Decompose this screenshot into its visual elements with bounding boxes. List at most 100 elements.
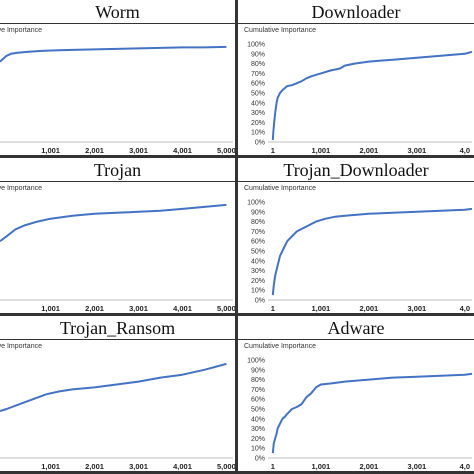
chart-title: Trojan	[0, 158, 235, 182]
line-chart-downloader: Cumulative Importance 0% 10% 20% 30% 40% 50% 60…	[244, 27, 473, 155]
chart-panel-trojan-ransom: Trojan_Ransom Cumulative Importance 1,001…	[0, 316, 235, 471]
x-tick-label: 4,001	[173, 304, 192, 313]
y-tick-label: 30%	[251, 110, 265, 117]
x-tick-label: 4,0	[460, 462, 470, 471]
x-tick-label: 3,001	[407, 146, 426, 155]
x-tick-label: 5,000	[217, 462, 235, 471]
y-tick-label: 70%	[251, 387, 265, 394]
chart-title-text: Trojan	[93, 160, 142, 180]
x-tick-label: 1,001	[311, 304, 330, 313]
y-tick-label: 100%	[247, 200, 265, 207]
y-tick-label: 100%	[247, 358, 265, 365]
plot-area: Cumulative Importance 1,001 2,001 3,001 4,00…	[0, 340, 235, 471]
plot-area: Cumulative Importance 1,001 2,001 3,001 4,00…	[0, 182, 235, 313]
y-tick-label: 90%	[251, 51, 265, 58]
x-tick-label: 1,001	[311, 462, 330, 471]
x-tick-label: 4,001	[173, 462, 192, 471]
x-tick-label: 3,001	[407, 304, 426, 313]
y-axis-label: Cumulative Importance	[0, 27, 42, 34]
x-tick-label: 3,001	[129, 462, 148, 471]
x-tick-label: 1	[271, 462, 275, 471]
y-axis-label: Cumulative Importance	[244, 27, 316, 34]
plot-area: Cumulative Importance 0% 10% 20% 30% 40% 50% 60…	[238, 182, 474, 313]
y-tick-label: 20%	[251, 120, 265, 127]
y-tick-label: 40%	[251, 416, 265, 423]
x-tick-label: 4,0	[460, 146, 470, 155]
chart-panel-adware: Adware Cumulative Importance 0% 10% 20% 30% 4…	[238, 316, 474, 471]
x-tick-label: 1,001	[311, 146, 330, 155]
chart-panel-trojan: Trojan Cumulative Importance 1,001 2,001 3,…	[0, 158, 235, 313]
plot-area: Cumulative Importance 0% 10% 20% 30% 40% 50% 60…	[238, 24, 474, 155]
series-line	[271, 207, 473, 296]
y-tick-label: 0%	[255, 140, 265, 147]
x-tick-label: 2,001	[359, 304, 378, 313]
x-tick-label: 3,001	[407, 462, 426, 471]
x-tick-label: 2,001	[85, 304, 104, 313]
y-tick-label: 10%	[251, 288, 265, 295]
x-tick-label: 5,000	[217, 146, 235, 155]
y-tick-label: 30%	[251, 426, 265, 433]
plot-area: Cumulative Importance 1,001 2,001 3,001 4,00…	[0, 24, 235, 155]
line-chart-trojan: Cumulative Importance 1,001 2,001 3,001 4,00…	[0, 185, 235, 313]
x-tick-label: 1,001	[41, 146, 60, 155]
y-axis-label: Cumulative Importance	[244, 343, 316, 350]
series-line	[0, 203, 227, 243]
series-line	[0, 45, 227, 63]
plot-area: Cumulative Importance 0% 10% 20% 30% 40% 50% 60…	[238, 340, 474, 471]
y-tick-label: 100%	[247, 42, 265, 49]
line-chart-trojan-ransom: Cumulative Importance 1,001 2,001 3,001 4,00…	[0, 343, 235, 471]
chart-title-text: Trojan_Ransom	[59, 318, 176, 338]
y-tick-label: 60%	[251, 239, 265, 246]
line-chart-adware: Cumulative Importance 0% 10% 20% 30% 40% 50% 60…	[244, 343, 473, 471]
chart-title-text: Worm	[95, 2, 140, 22]
x-tick-label: 3,001	[129, 146, 148, 155]
x-tick-label: 4,001	[173, 146, 192, 155]
chart-title: Downloader	[238, 0, 474, 24]
chart-title-text: Adware	[327, 318, 385, 338]
y-tick-label: 90%	[251, 367, 265, 374]
y-tick-label: 50%	[251, 91, 265, 98]
y-tick-label: 40%	[251, 258, 265, 265]
y-tick-label: 50%	[251, 249, 265, 256]
chart-panel-downloader: Downloader Cumulative Importance 0% 10% 20%…	[238, 0, 474, 155]
y-tick-label: 0%	[255, 298, 265, 305]
y-tick-label: 60%	[251, 397, 265, 404]
chart-title-text: Trojan_Downloader	[283, 160, 429, 180]
y-tick-label: 10%	[251, 130, 265, 137]
x-tick-label: 1,001	[41, 304, 60, 313]
chart-panel-worm: Worm Cumulative Importance 1,001 2,001 3,00…	[0, 0, 235, 155]
x-tick-label: 3,001	[129, 304, 148, 313]
y-tick-label: 0%	[255, 456, 265, 463]
y-tick-label: 70%	[251, 71, 265, 78]
chart-title: Worm	[0, 0, 235, 24]
x-tick-label: 5,000	[217, 304, 235, 313]
y-tick-label: 40%	[251, 100, 265, 107]
chart-title: Trojan_Downloader	[238, 158, 474, 182]
y-tick-label: 20%	[251, 278, 265, 285]
y-tick-label: 10%	[251, 446, 265, 453]
y-tick-label: 70%	[251, 229, 265, 236]
y-tick-label: 80%	[251, 377, 265, 384]
x-tick-label: 4,0	[460, 304, 470, 313]
x-tick-label: 2,001	[85, 462, 104, 471]
y-tick-label: 20%	[251, 436, 265, 443]
chart-title: Trojan_Ransom	[0, 316, 235, 340]
chart-title: Adware	[238, 316, 474, 340]
line-chart-worm: Cumulative Importance 1,001 2,001 3,001 4,00…	[0, 27, 235, 155]
y-tick-label: 30%	[251, 268, 265, 275]
chart-title-text: Downloader	[311, 2, 401, 22]
y-tick-label: 50%	[251, 407, 265, 414]
x-tick-label: 2,001	[85, 146, 104, 155]
x-tick-label: 2,001	[359, 146, 378, 155]
line-chart-trojan-downloader: Cumulative Importance 0% 10% 20% 30% 40% 50% 60…	[244, 185, 473, 313]
y-axis-label: Cumulative Importance	[0, 343, 42, 350]
x-tick-label: 1	[271, 146, 275, 155]
series-line	[271, 372, 473, 454]
series-line	[271, 50, 473, 141]
y-axis-label: Cumulative Importance	[0, 185, 42, 192]
y-tick-label: 90%	[251, 209, 265, 216]
x-tick-label: 2,001	[359, 462, 378, 471]
chart-panel-trojan-downloader: Trojan_Downloader Cumulative Importance 0…	[238, 158, 474, 313]
y-axis-label: Cumulative Importance	[244, 185, 316, 192]
